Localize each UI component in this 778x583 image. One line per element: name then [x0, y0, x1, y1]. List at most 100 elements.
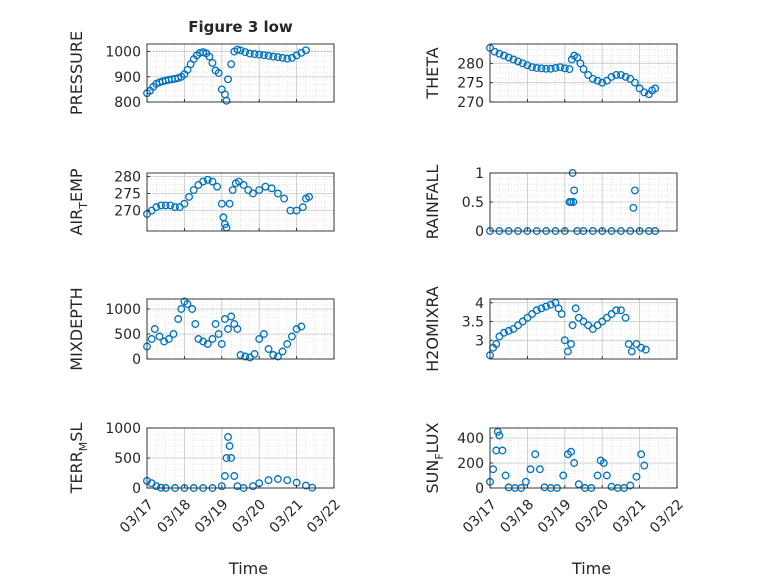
data-point: [569, 198, 578, 206]
data-point: [255, 186, 264, 195]
data-point: [567, 198, 575, 206]
y-axis-label: MIXDEPTH: [67, 287, 86, 370]
data-point: [593, 471, 602, 480]
data-point: [166, 201, 175, 210]
data-point: [584, 70, 593, 79]
data-point: [217, 340, 226, 348]
data-point: [228, 186, 237, 195]
data-point: [250, 350, 259, 358]
data-point: [509, 55, 518, 64]
data-point: [640, 88, 649, 97]
y-tick-label: 0: [132, 352, 141, 368]
y-axis-label: AIRTEMP: [67, 168, 90, 235]
data-point: [584, 321, 593, 330]
data-point: [560, 336, 569, 345]
data-point: [629, 203, 638, 212]
data-point: [269, 351, 278, 359]
y-tick-label: 0: [475, 224, 484, 240]
y-axis-label: RAINFALL: [423, 165, 442, 240]
data-point: [236, 351, 245, 359]
data-point: [227, 60, 236, 69]
data-point: [280, 194, 289, 203]
data-point: [588, 74, 597, 83]
y-tick-label: 3: [475, 333, 484, 349]
y-tick-label: 280: [114, 169, 141, 185]
data-point: [528, 310, 537, 318]
data-point: [532, 64, 541, 72]
data-point: [565, 65, 574, 74]
data-point: [504, 53, 513, 62]
data-point: [273, 475, 282, 483]
data-point: [546, 64, 555, 73]
data-point: [568, 321, 577, 330]
y-tick-label: 3.5: [462, 315, 484, 331]
y-tick-label: 900: [114, 70, 141, 86]
data-point: [214, 69, 223, 77]
data-point: [570, 459, 579, 467]
data-point: [635, 84, 644, 93]
data-point: [521, 477, 530, 486]
data-point: [531, 450, 540, 459]
data-point: [217, 199, 226, 208]
data-point: [637, 343, 646, 352]
y-axis-label: SUNFLUX: [423, 422, 446, 493]
data-point: [579, 317, 588, 326]
data-point: [287, 332, 296, 341]
data-point: [570, 186, 579, 195]
axes-box: [146, 172, 335, 232]
x-tick-label: 03/21: [267, 497, 307, 537]
data-point: [278, 347, 287, 356]
data-point: [224, 75, 232, 84]
axes-box: [146, 298, 335, 360]
data-point: [305, 192, 314, 201]
data-point: [612, 70, 621, 79]
data-point: [220, 472, 229, 480]
data-point: [213, 182, 222, 191]
y-tick-label: 400: [457, 431, 484, 447]
y-axis-label: H2OMIXRA: [423, 286, 442, 372]
y-tick-label: 1000: [105, 45, 141, 61]
x-axis-label: Time: [228, 559, 268, 578]
data-point: [273, 352, 282, 361]
data-point: [214, 330, 223, 338]
data-point: [233, 325, 242, 333]
data-point: [205, 52, 214, 61]
axes-theta: 270 275 280 THETA: [423, 43, 678, 111]
data-point: [155, 332, 164, 341]
data-point: [297, 322, 306, 331]
data-point: [495, 49, 504, 58]
data-point: [563, 347, 572, 356]
data-point: [249, 482, 257, 491]
data-point: [535, 465, 544, 474]
data-point: [542, 302, 551, 311]
data-point: [222, 96, 231, 105]
y-tick-label: 200: [457, 456, 484, 472]
data-point: [283, 54, 292, 63]
x-axis-label: Time: [571, 559, 611, 578]
data-point: [217, 482, 226, 491]
data-point: [188, 305, 197, 313]
axes-h2omixra: 3 3.5 4 H2OMIXRA: [423, 286, 678, 372]
axes-sun-flux: 0 200 400 SUNFLUX 03/1703/1803/1903/2003/210…: [423, 422, 687, 578]
axes-rainfall: 0 0.5 1 RAINFALL: [423, 165, 678, 240]
data-point: [208, 177, 217, 186]
y-tick-label: 270: [457, 95, 484, 111]
data-point: [576, 59, 585, 68]
data-point: [501, 471, 510, 480]
data-point: [500, 328, 508, 337]
data-point: [493, 427, 502, 436]
data-point: [607, 310, 616, 318]
y-tick-label: 0: [132, 481, 141, 497]
data-point: [224, 325, 232, 333]
data-point: [199, 177, 208, 186]
axes-box: [489, 298, 678, 360]
data-point: [490, 47, 499, 56]
data-point: [492, 340, 501, 348]
data-point: [640, 461, 649, 470]
data-point: [150, 325, 159, 333]
data-point: [632, 472, 641, 481]
data-point: [259, 330, 268, 338]
axes-pressure: 800 900 1000 PRESSURE: [67, 31, 335, 115]
data-point: [518, 317, 527, 326]
